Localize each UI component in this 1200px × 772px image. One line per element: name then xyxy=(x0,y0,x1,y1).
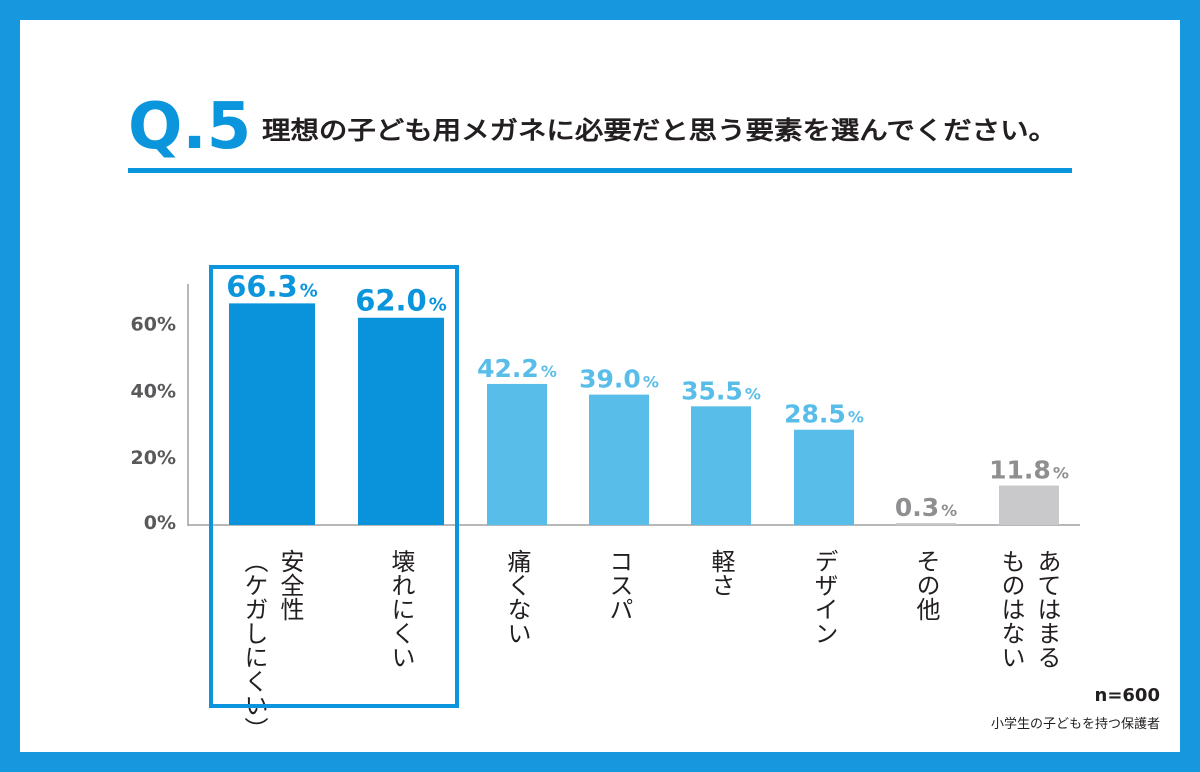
value-labels: 66.3% 62.0 %42.2% 39.0% 35.5 %28.5 %0.3 %11.8% xyxy=(226,269,1069,522)
category-label: 軽さ xyxy=(707,549,735,597)
value-number: 11.8 xyxy=(989,456,1051,485)
value-label: 11.8% xyxy=(989,456,1069,485)
y-tick-label: 0% xyxy=(144,512,176,534)
category-label: 安全性 xyxy=(276,549,304,621)
respondents-note: 小学生の子どもを持つ保護者 xyxy=(991,716,1160,732)
bar xyxy=(358,317,444,525)
value-number: 0.3 xyxy=(895,493,939,522)
bar xyxy=(589,394,649,525)
value-number: 28.5 xyxy=(784,400,846,429)
category-label: （ケガしにくい） xyxy=(240,549,268,741)
y-tick-label: 60% xyxy=(131,313,176,335)
value-unit: % xyxy=(643,373,659,392)
value-label: 35.5% xyxy=(681,376,761,405)
bar xyxy=(794,429,854,525)
category-labels: 安全性 （ケガしにくい） 壊れにくい 痛くない コスパ 軽さ デザイン その他 あてはまるものは… xyxy=(240,549,1061,741)
value-unit: % xyxy=(300,280,318,301)
category-label: 痛くない xyxy=(503,549,531,645)
value-number: 42.2 xyxy=(477,354,539,383)
value-label: 66.3% xyxy=(226,269,318,303)
question-number: Q.5 xyxy=(128,90,251,164)
bars xyxy=(229,303,1059,525)
bar xyxy=(999,485,1059,525)
highlight-box xyxy=(209,265,459,708)
value-unit: % xyxy=(541,362,557,381)
value-unit: % xyxy=(941,501,957,520)
y-axis-ticks: 0% 20% 40% 60% xyxy=(131,313,176,534)
value-number: 62.0 xyxy=(355,284,427,318)
sample-size: n=600 xyxy=(1095,685,1160,706)
value-label: 62.0% xyxy=(355,284,447,318)
value-label: 28.5% xyxy=(784,400,864,429)
value-label: 39.0% xyxy=(579,365,659,394)
value-number: 35.5 xyxy=(681,376,743,405)
bar xyxy=(487,383,547,525)
category-label: コスパ xyxy=(605,549,633,621)
value-unit: % xyxy=(745,384,761,403)
value-label: 42.2% xyxy=(477,354,557,383)
title-underline xyxy=(128,168,1072,173)
value-unit: % xyxy=(1053,464,1069,483)
y-tick-label: 20% xyxy=(131,447,176,469)
category-label: ものはない xyxy=(997,549,1025,669)
y-tick-label: 40% xyxy=(131,380,176,402)
bar xyxy=(229,303,315,525)
value-number: 39.0 xyxy=(579,365,641,394)
value-unit: % xyxy=(429,295,447,316)
chart-title: 理想の子ども用メガネに必要だと思う要素を選んでください。 xyxy=(262,116,1057,145)
value-unit: % xyxy=(848,408,864,427)
value-number: 66.3 xyxy=(226,269,298,303)
category-label: 壊れにくい xyxy=(387,549,415,669)
bar xyxy=(896,523,956,525)
category-label: デザイン xyxy=(810,549,838,645)
value-label: 0.3% xyxy=(895,493,957,522)
category-label: その他 xyxy=(912,549,940,621)
bar xyxy=(691,406,751,525)
category-label: あてはまる xyxy=(1033,549,1061,669)
